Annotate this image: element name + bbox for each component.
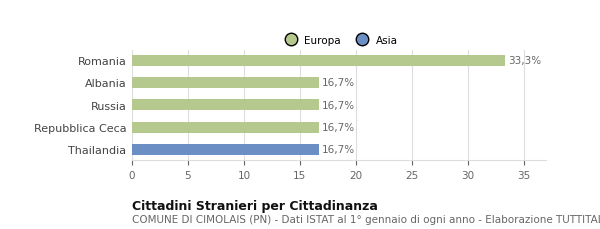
Text: 16,7%: 16,7% — [322, 123, 355, 133]
Bar — [132, 144, 319, 155]
Bar — [132, 78, 319, 89]
Legend: Europa, Asia: Europa, Asia — [277, 31, 401, 50]
Bar — [132, 100, 319, 111]
Bar — [132, 55, 505, 66]
Bar — [132, 122, 319, 133]
Text: COMUNE DI CIMOLAIS (PN) - Dati ISTAT al 1° gennaio di ogni anno - Elaborazione T: COMUNE DI CIMOLAIS (PN) - Dati ISTAT al … — [132, 215, 600, 224]
Text: 16,7%: 16,7% — [322, 145, 355, 155]
Text: 16,7%: 16,7% — [322, 78, 355, 88]
Text: Cittadini Stranieri per Cittadinanza: Cittadini Stranieri per Cittadinanza — [132, 199, 378, 212]
Text: 33,3%: 33,3% — [508, 56, 541, 66]
Text: 16,7%: 16,7% — [322, 100, 355, 110]
